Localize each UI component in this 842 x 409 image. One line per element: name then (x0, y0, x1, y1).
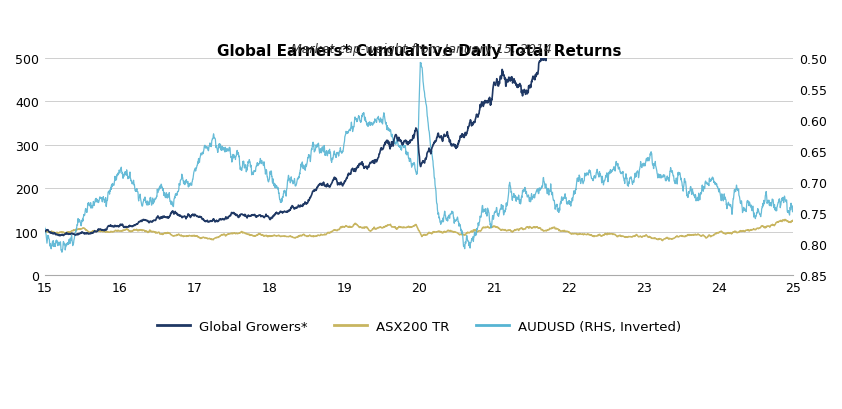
Legend: Global Growers*, ASX200 TR, AUDUSD (RHS, Inverted): Global Growers*, ASX200 TR, AUDUSD (RHS,… (152, 315, 686, 339)
Text: Market cap-weight from January 15, 2014: Market cap-weight from January 15, 2014 (290, 43, 552, 56)
Title: Global Earners* Cumualtive Daily Total Returns: Global Earners* Cumualtive Daily Total R… (216, 44, 621, 58)
